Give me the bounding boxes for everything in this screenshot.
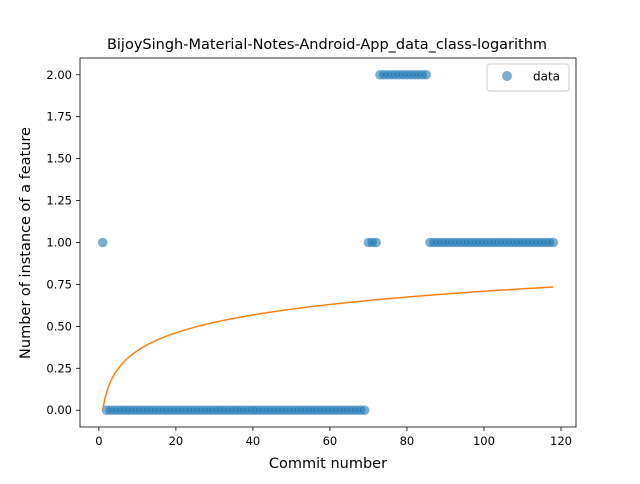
data-point xyxy=(548,237,559,248)
x-tick-label: 0 xyxy=(95,434,102,448)
legend-label-data: data xyxy=(533,70,560,84)
x-tick-label: 80 xyxy=(400,434,415,448)
y-tick-label: 1.75 xyxy=(46,110,72,124)
y-tick-label: 1.00 xyxy=(46,236,72,250)
fit-curve-line xyxy=(101,286,554,411)
data-point xyxy=(359,405,370,416)
y-tick-label: 0.50 xyxy=(46,319,72,333)
x-axis-label: Commit number xyxy=(269,456,387,472)
x-tick-label: 120 xyxy=(550,434,572,448)
legend-box xyxy=(486,63,570,92)
y-tick-label: 1.25 xyxy=(46,194,72,208)
y-tick-label: 1.50 xyxy=(46,152,72,166)
data-point xyxy=(97,237,108,248)
plot-area-border xyxy=(79,57,577,428)
legend-marker-data xyxy=(502,71,512,81)
y-tick-label: 0.00 xyxy=(46,403,72,417)
y-tick-label: 0.25 xyxy=(46,361,72,375)
y-tick-label: 2.00 xyxy=(46,68,72,82)
data-point xyxy=(421,69,431,80)
x-tick-label: 60 xyxy=(323,434,338,448)
y-tick-label: 0.75 xyxy=(46,277,72,291)
plot-frame xyxy=(79,57,577,428)
data-point xyxy=(371,237,381,248)
x-tick-label: 100 xyxy=(473,434,495,448)
plot-data xyxy=(97,69,559,416)
y-axis-label: Number of instance of a feature xyxy=(18,127,34,359)
x-tick-label: 20 xyxy=(169,434,184,448)
chart-title: BijoySingh-Material-Notes-Android-App_da… xyxy=(107,37,547,53)
x-tick-label: 40 xyxy=(246,434,261,448)
axes: 0 20 40 60 80 100 120 0.00 0.25 0.50 0.75 1.00 1.25 1… xyxy=(46,68,572,448)
legend: data xyxy=(486,63,570,92)
